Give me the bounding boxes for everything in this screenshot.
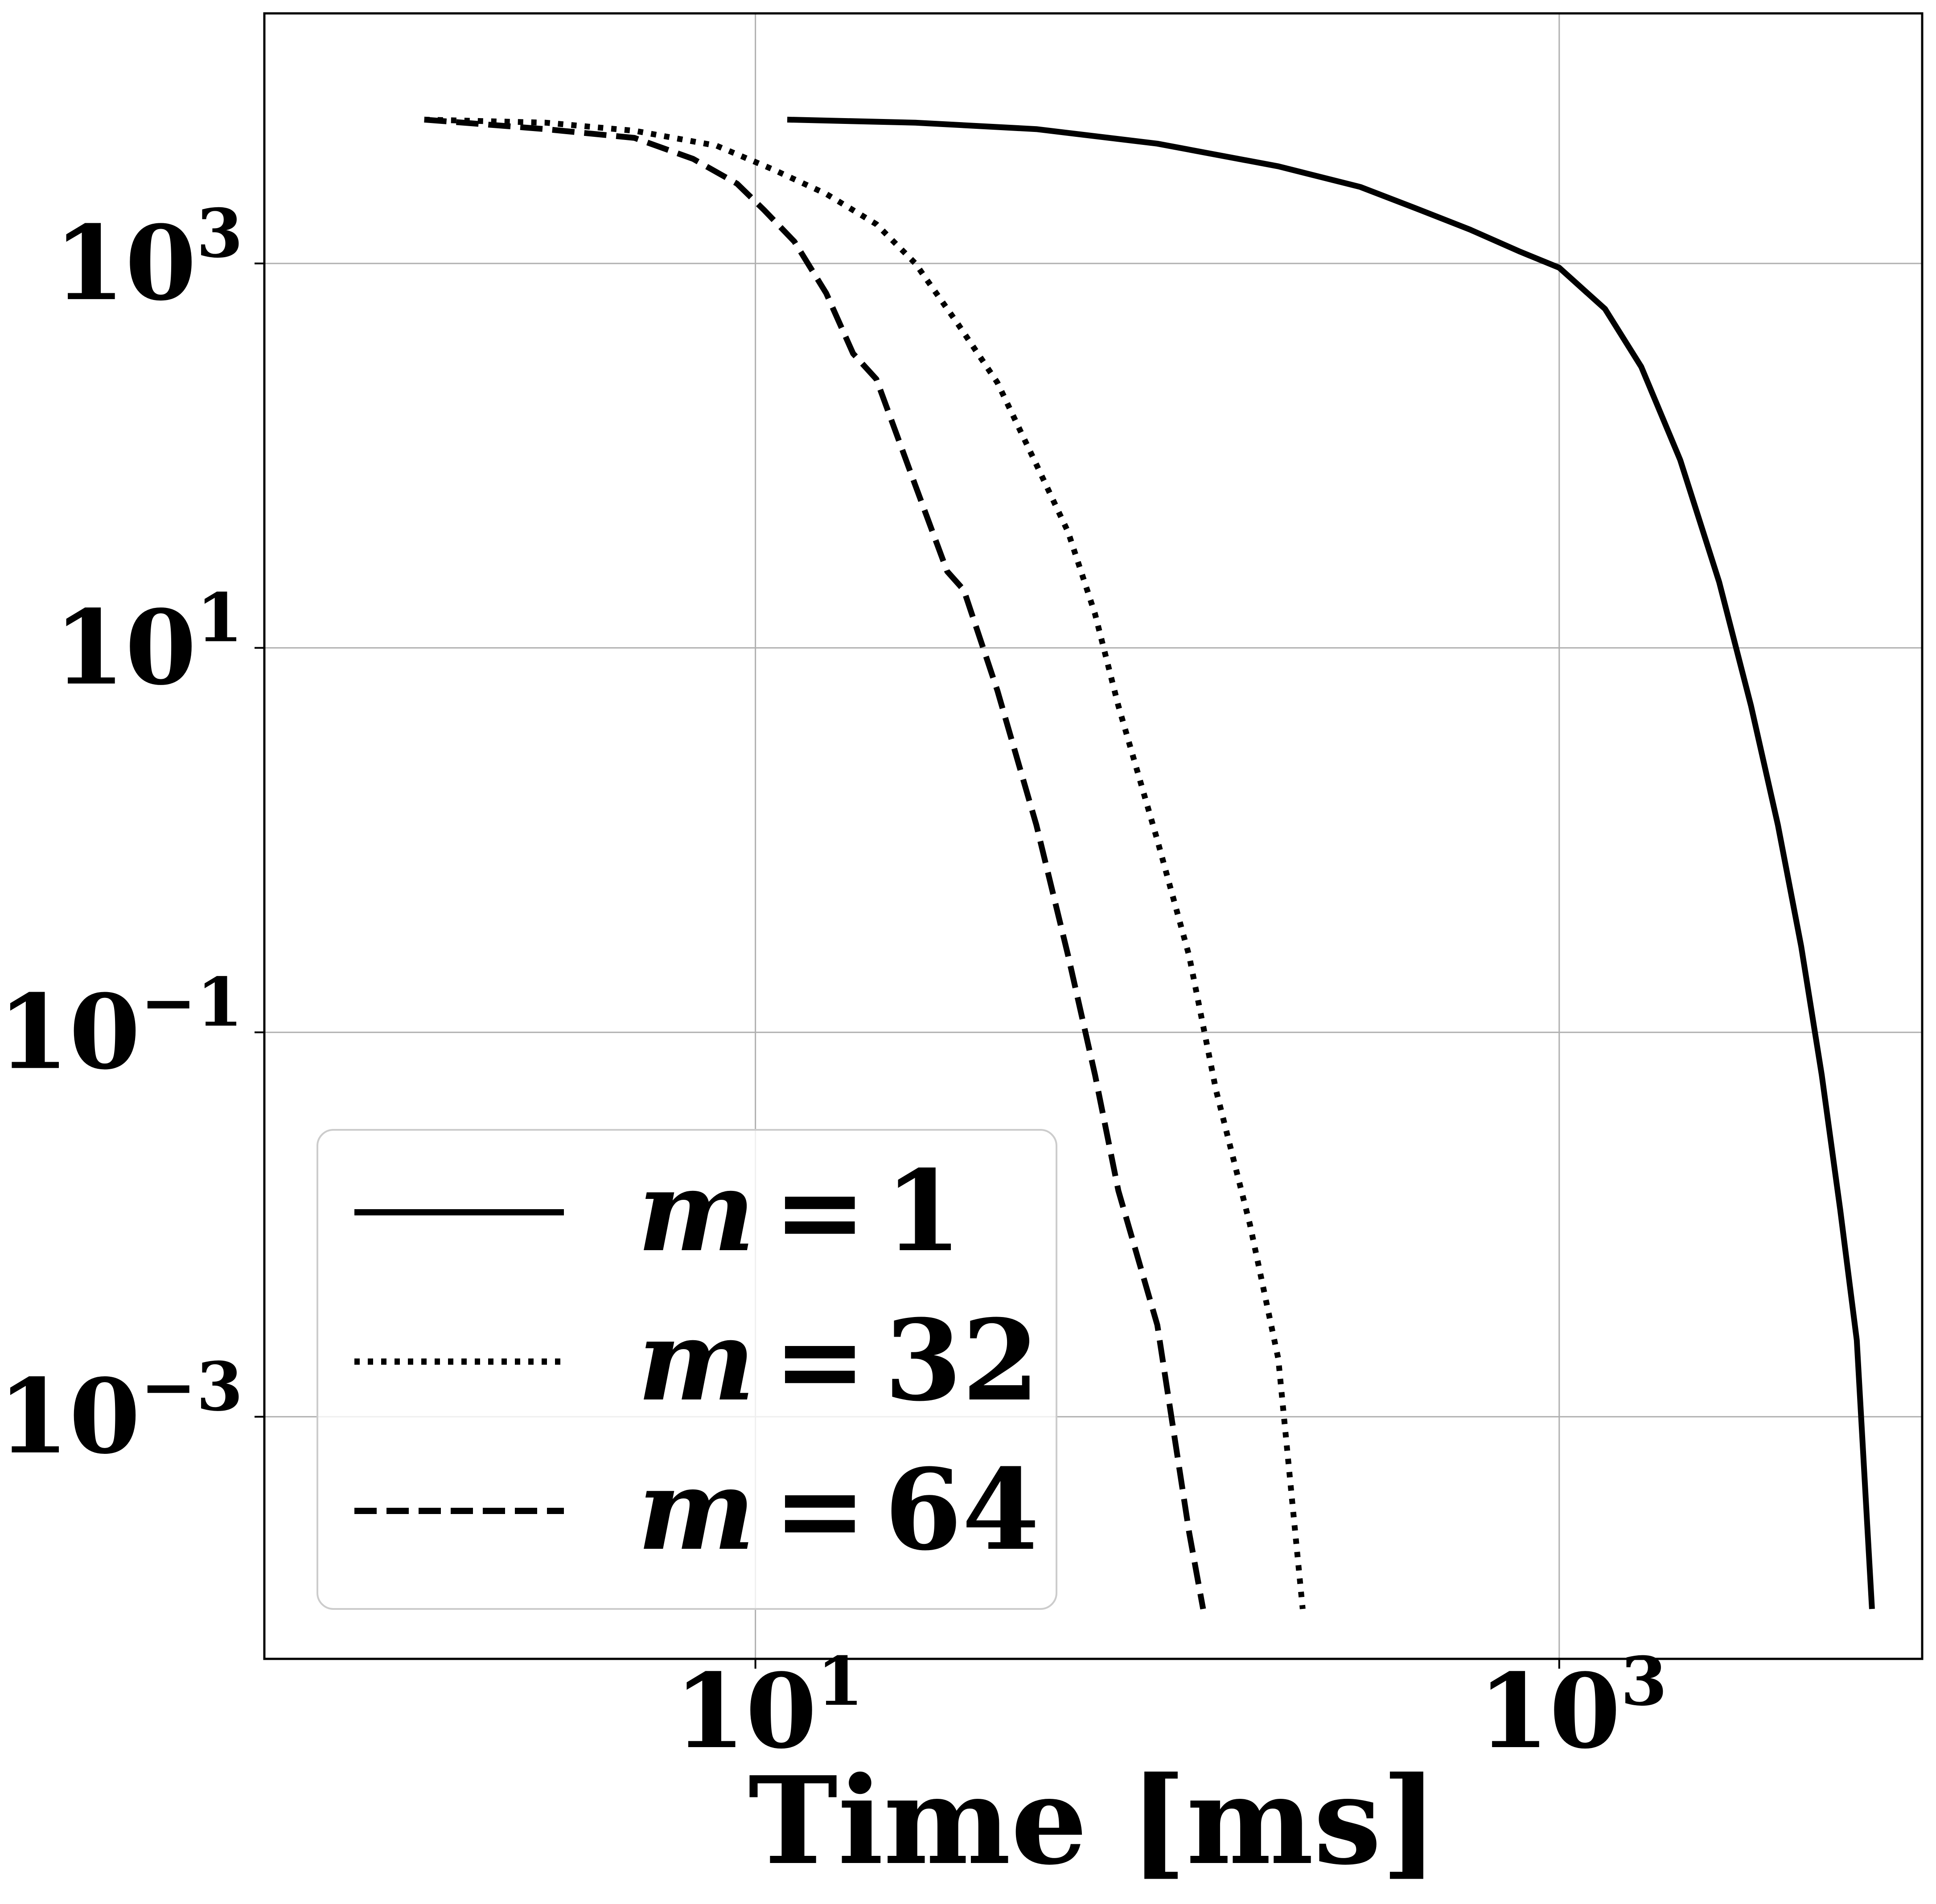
x-tick-label-1: 103 [1478, 1642, 1667, 1772]
series-line-3 [424, 116, 1206, 1610]
y-tick-label-3: 10−3 [0, 1348, 243, 1477]
series-line-2 [424, 116, 1306, 1609]
legend-label-3: m = 64 [637, 1444, 1040, 1575]
y-tick-label-2: 10−1 [0, 963, 243, 1092]
legend-label-2: m = 32 [637, 1295, 1040, 1426]
plot-frame [263, 12, 1924, 1660]
legend: m = 1 m = 32 m = 64 [317, 1129, 1057, 1610]
x-axis-label: Time [ms] [748, 1750, 1438, 1892]
ticks: 101 103 103 101 10−1 10−3 [0, 194, 1667, 1772]
legend-box [317, 1129, 1057, 1610]
series-layer [424, 116, 1875, 1610]
legend-label-1: m = 1 [637, 1145, 962, 1276]
x-tick-label-0: 101 [674, 1642, 863, 1772]
series-line-1 [787, 116, 1875, 1609]
y-tick-label-1: 101 [54, 579, 243, 708]
y-tick-label-0: 103 [54, 194, 243, 324]
